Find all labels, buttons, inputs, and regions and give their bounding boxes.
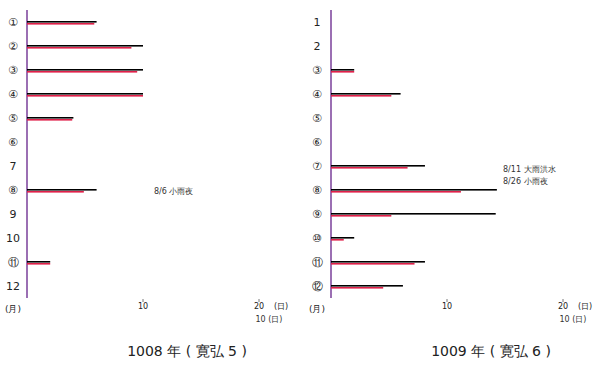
bar <box>27 47 131 49</box>
category-label: 9 <box>10 208 17 221</box>
category-label: ⑪ <box>312 256 323 269</box>
bar <box>331 165 425 167</box>
y-axis <box>330 10 332 298</box>
bar <box>331 95 391 97</box>
category-label: ⑥ <box>8 136 18 149</box>
bars <box>27 21 143 265</box>
bar <box>27 261 50 263</box>
bar <box>27 189 97 191</box>
bar <box>331 213 496 215</box>
bar <box>331 215 391 217</box>
category-label: ③ <box>8 64 18 77</box>
annotation: 8/11 大雨洪水 <box>503 165 556 174</box>
category-label: ④ <box>8 88 18 101</box>
category-label: ⑪ <box>8 256 19 269</box>
x-label: (日) <box>274 302 288 311</box>
bar <box>27 119 72 121</box>
bar <box>27 45 143 47</box>
category-label: 12 <box>6 280 20 293</box>
bar <box>331 285 403 287</box>
annotation: 8/6 小雨夜 <box>154 187 193 196</box>
bar <box>27 117 73 119</box>
bar <box>27 69 143 71</box>
bar <box>331 69 354 71</box>
category-label: ⑥ <box>312 136 322 149</box>
x-tick-label: 20 <box>254 302 264 311</box>
chart-0: ① ② ③ ④ ⑤ ⑥ 7 ⑧ 9 10 ⑪ 12 (月) 10 20 (日) 8/6 小雨夜 10 (日) 100… <box>5 10 288 359</box>
bar <box>331 263 415 265</box>
annotation: 8/26 小雨夜 <box>503 177 548 186</box>
category-label: ⑫ <box>312 280 323 293</box>
bar <box>27 263 50 265</box>
category-label: ④ <box>312 88 322 101</box>
bar <box>331 93 401 95</box>
bar <box>331 261 425 263</box>
annotation: 10 (日) <box>256 315 283 324</box>
category-label: ② <box>8 40 18 53</box>
category-label: ⑤ <box>312 112 322 125</box>
chart-canvas: ①②③④⑤⑥7⑧910⑪12(月)1020(日)8/6 小雨夜10 (日)100… <box>0 0 606 366</box>
category-label: ⑨ <box>312 208 322 221</box>
category-label: ⑦ <box>312 160 322 173</box>
y-label: (月) <box>309 304 325 314</box>
x-tick-label: 10 <box>138 302 148 311</box>
bar <box>331 191 461 193</box>
category-label: ③ <box>312 64 322 77</box>
y-axis <box>26 10 28 298</box>
title: 1008 年 ( 寛弘 5 ) <box>127 343 247 359</box>
bar <box>331 71 354 73</box>
chart-1: 1 2 ③ ④ ⑤ ⑥ ⑦ ⑧ ⑨ ⑩ ⑪ ⑫ (月) 10 20 (日) 8/11 大雨洪水 8/26 小雨夜 1… <box>309 10 592 359</box>
x-label: (日) <box>578 302 592 311</box>
bar <box>331 237 354 239</box>
bars <box>331 69 497 289</box>
category-label: 2 <box>314 40 321 53</box>
bar <box>331 239 344 241</box>
x-tick-label: 10 <box>442 302 452 311</box>
bar <box>331 287 383 289</box>
x-tick-label: 20 <box>558 302 568 311</box>
y-label: (月) <box>5 304 21 314</box>
category-label: 7 <box>10 160 17 173</box>
title: 1009 年 ( 寛弘 6 ) <box>431 343 551 359</box>
category-label: ⑤ <box>8 112 18 125</box>
bar <box>27 93 143 95</box>
bar <box>27 23 94 25</box>
category-label: ⑩ <box>312 232 322 245</box>
bar <box>27 71 137 73</box>
bar <box>27 21 97 23</box>
category-label: 1 <box>314 16 321 29</box>
category-label: ① <box>8 16 18 29</box>
category-label: ⑧ <box>8 184 18 197</box>
bar <box>331 167 408 169</box>
bar <box>27 95 143 97</box>
bar <box>331 189 497 191</box>
category-label: ⑧ <box>312 184 322 197</box>
bar <box>27 191 84 193</box>
annotation: 10 (日) <box>560 315 587 324</box>
category-label: 10 <box>6 232 20 245</box>
